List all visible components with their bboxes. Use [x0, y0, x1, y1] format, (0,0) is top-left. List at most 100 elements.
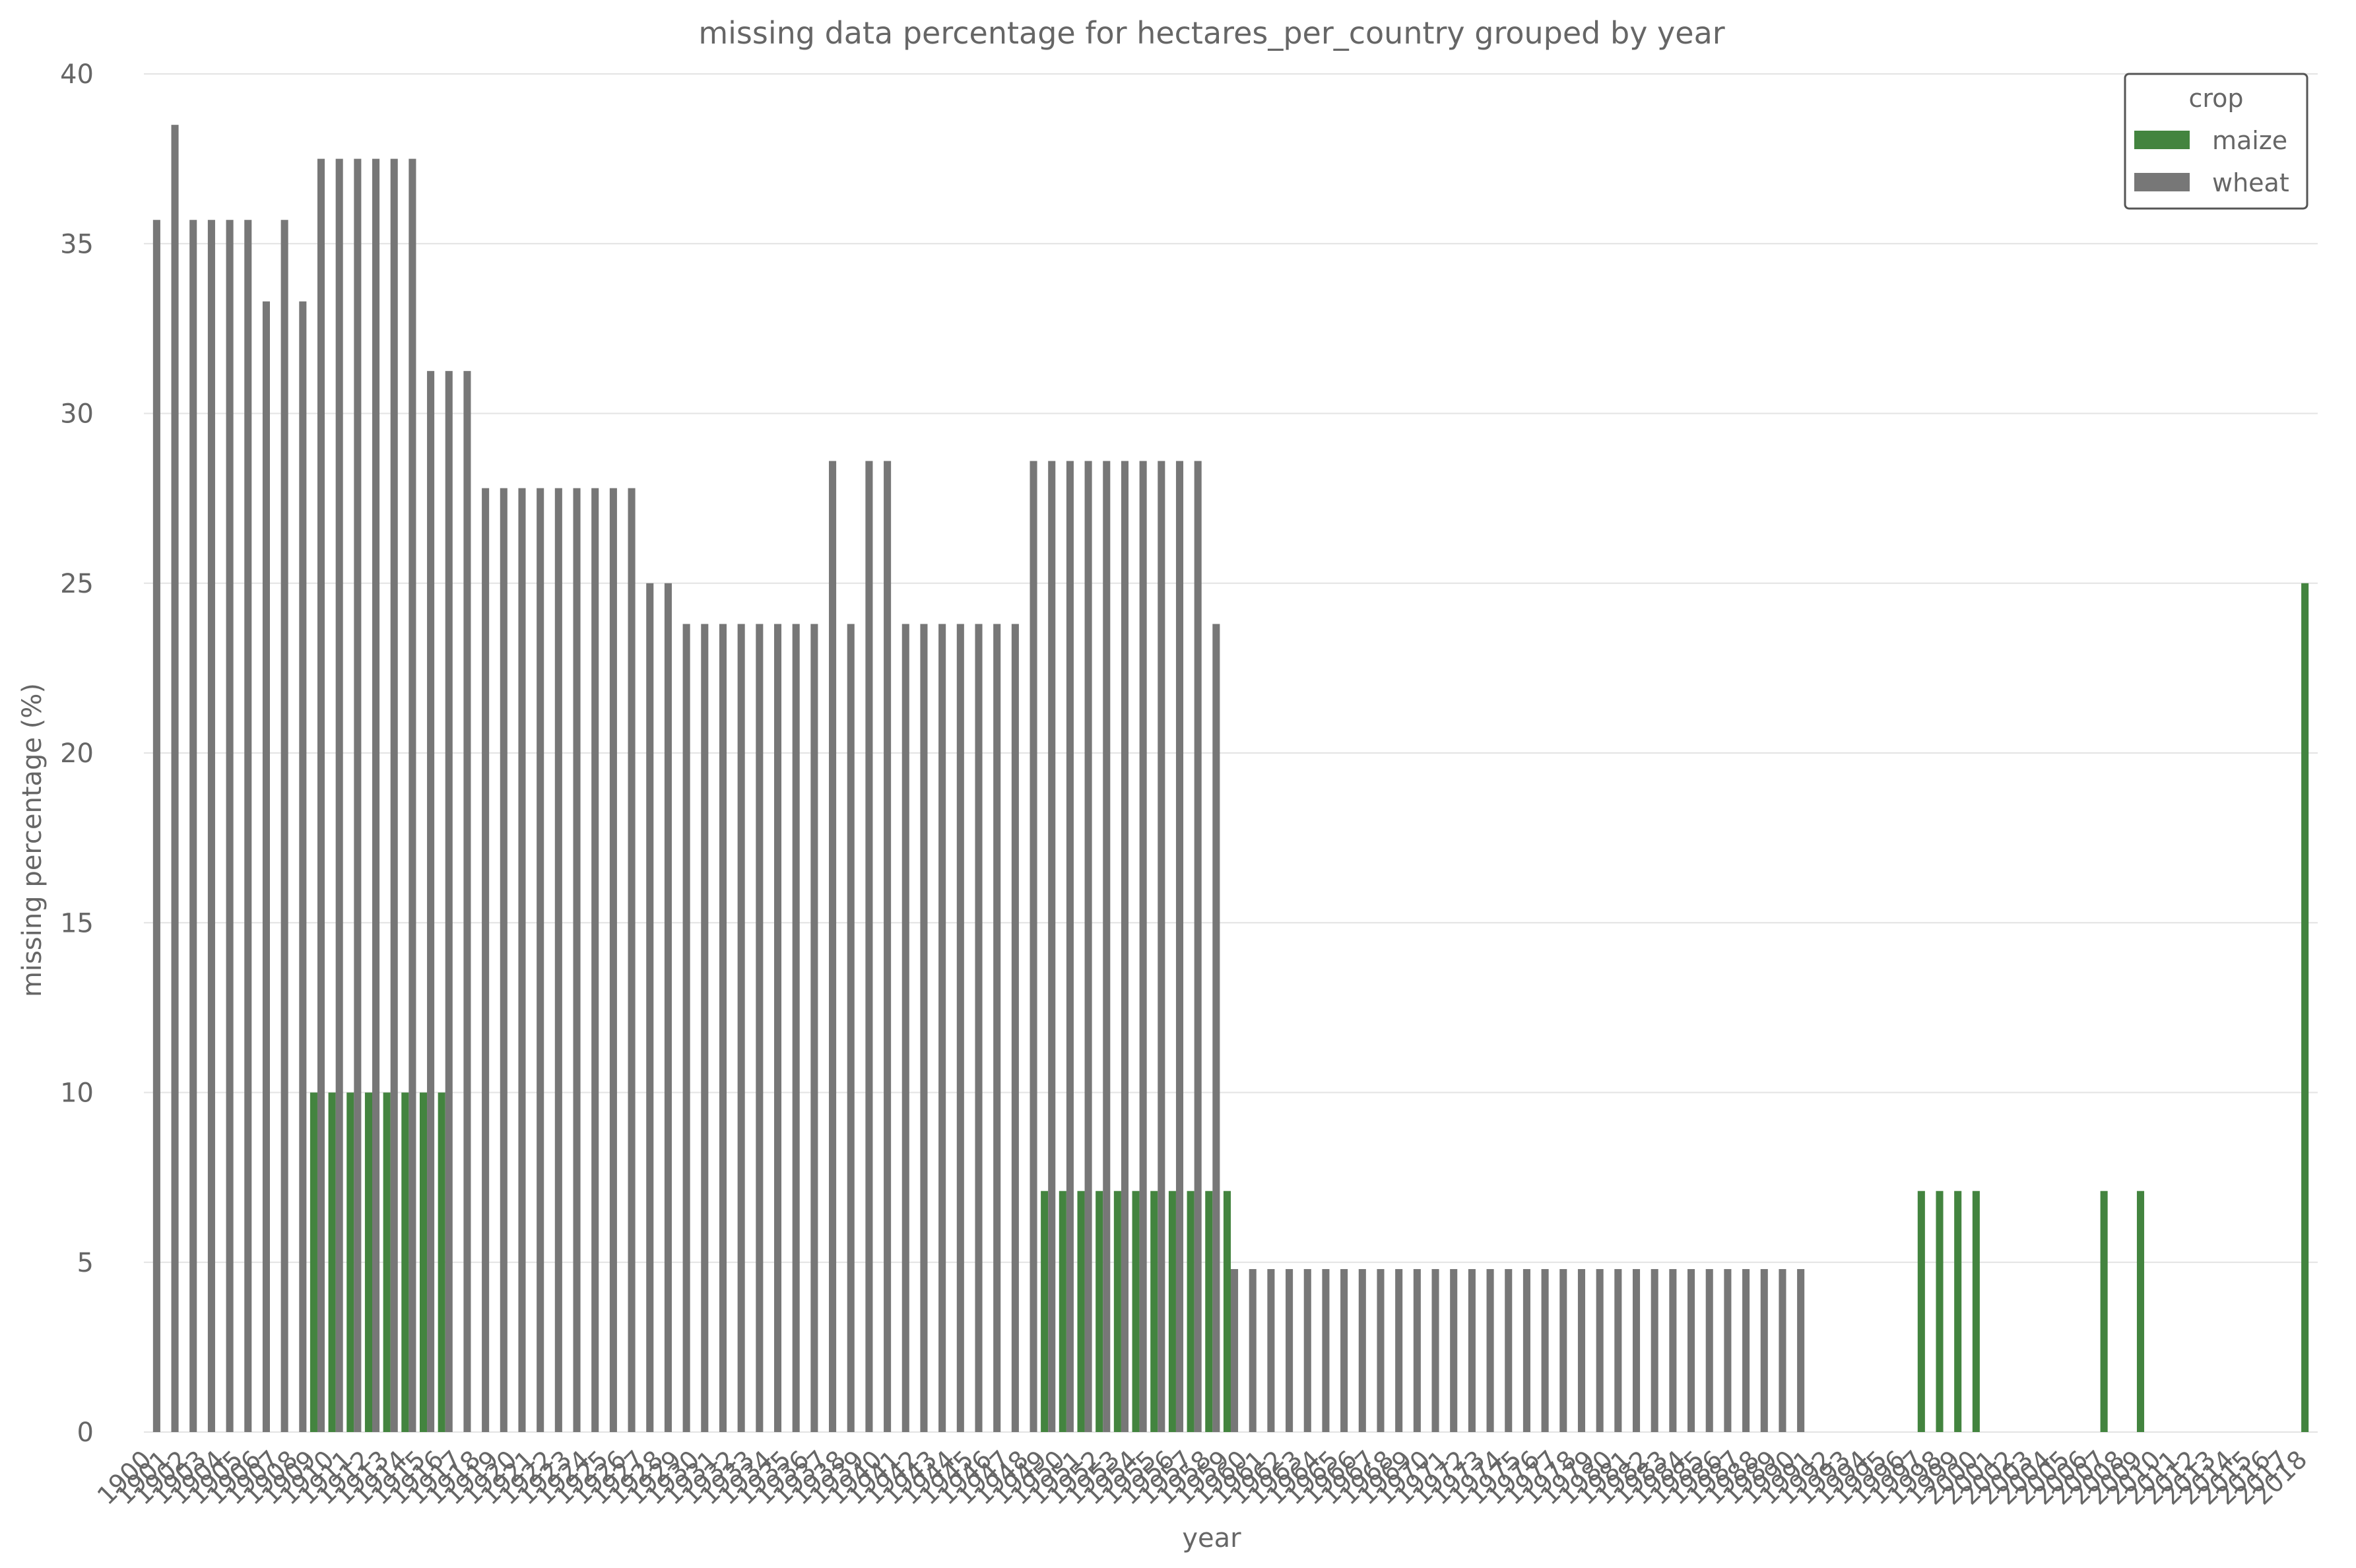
bar-wheat-1972[interactable]	[1468, 1269, 1476, 1432]
bar-wheat-1969[interactable]	[1413, 1269, 1421, 1432]
bar-wheat-1913[interactable]	[390, 158, 398, 1432]
bar-wheat-1951[interactable]	[1084, 461, 1092, 1432]
bar-wheat-1988[interactable]	[1760, 1269, 1768, 1432]
bar-wheat-1948[interactable]	[1030, 461, 1037, 1432]
bar-wheat-1904[interactable]	[226, 220, 234, 1432]
legend[interactable]: crop maize wheat	[2124, 73, 2308, 210]
bar-wheat-1926[interactable]	[628, 488, 636, 1433]
bar-wheat-1923[interactable]	[573, 488, 581, 1433]
bar-wheat-1954[interactable]	[1139, 461, 1147, 1432]
bar-maize-1959[interactable]	[1223, 1191, 1231, 1432]
bar-wheat-1978[interactable]	[1577, 1269, 1586, 1432]
bar-wheat-1912[interactable]	[372, 158, 380, 1432]
bar-wheat-1908[interactable]	[299, 301, 307, 1433]
bar-maize-1955[interactable]	[1150, 1191, 1158, 1432]
bar-wheat-1977[interactable]	[1559, 1269, 1567, 1432]
bar-wheat-1965[interactable]	[1340, 1269, 1348, 1432]
bar-maize-1997[interactable]	[1917, 1191, 1925, 1432]
bar-wheat-1915[interactable]	[427, 371, 435, 1432]
bar-wheat-1982[interactable]	[1651, 1269, 1658, 1432]
bar-wheat-1958[interactable]	[1212, 624, 1220, 1432]
bar-maize-1911[interactable]	[346, 1092, 354, 1433]
bar-wheat-1973[interactable]	[1486, 1269, 1494, 1432]
bar-wheat-1938[interactable]	[847, 624, 855, 1432]
bar-wheat-1940[interactable]	[884, 461, 892, 1432]
bar-wheat-1933[interactable]	[756, 624, 764, 1432]
bar-wheat-1981[interactable]	[1632, 1269, 1641, 1432]
bar-wheat-1945[interactable]	[975, 624, 983, 1432]
bar-wheat-1952[interactable]	[1103, 461, 1111, 1432]
bar-wheat-1906[interactable]	[262, 301, 270, 1433]
bar-wheat-1921[interactable]	[537, 488, 544, 1433]
bar-maize-1915[interactable]	[419, 1092, 428, 1433]
bar-wheat-1966[interactable]	[1358, 1269, 1366, 1432]
bar-maize-2000[interactable]	[1972, 1191, 1980, 1432]
bar-wheat-1974[interactable]	[1505, 1269, 1513, 1432]
bar-wheat-1930[interactable]	[701, 624, 709, 1432]
bar-maize-2009[interactable]	[2136, 1191, 2145, 1432]
bar-wheat-1918[interactable]	[482, 488, 490, 1433]
bar-wheat-1937[interactable]	[829, 461, 837, 1432]
bar-wheat-1959[interactable]	[1231, 1269, 1239, 1432]
bar-wheat-1955[interactable]	[1158, 461, 1165, 1432]
bar-wheat-1936[interactable]	[810, 624, 818, 1432]
bar-wheat-1927[interactable]	[646, 583, 654, 1432]
bar-maize-1913[interactable]	[383, 1092, 391, 1433]
bar-wheat-1975[interactable]	[1522, 1269, 1530, 1432]
bar-maize-1958[interactable]	[1205, 1191, 1213, 1432]
bar-wheat-1941[interactable]	[901, 624, 909, 1432]
bar-wheat-1939[interactable]	[865, 461, 873, 1432]
legend-label-wheat[interactable]: wheat	[2212, 168, 2289, 197]
bar-wheat-1901[interactable]	[171, 125, 179, 1432]
bar-wheat-1932[interactable]	[737, 624, 745, 1432]
bar-wheat-1900[interactable]	[152, 220, 160, 1432]
bar-wheat-1976[interactable]	[1541, 1269, 1549, 1432]
bar-wheat-1957[interactable]	[1194, 461, 1202, 1432]
bar-maize-1912[interactable]	[364, 1092, 373, 1433]
bar-wheat-1989[interactable]	[1779, 1269, 1786, 1432]
bar-wheat-1909[interactable]	[317, 158, 325, 1432]
bar-wheat-1960[interactable]	[1249, 1269, 1257, 1432]
bar-wheat-1962[interactable]	[1286, 1269, 1293, 1432]
bar-maize-2007[interactable]	[2100, 1191, 2108, 1432]
bar-wheat-1968[interactable]	[1395, 1269, 1403, 1432]
bar-wheat-1935[interactable]	[792, 624, 800, 1432]
bar-wheat-1928[interactable]	[664, 583, 672, 1432]
bar-wheat-1985[interactable]	[1705, 1269, 1713, 1432]
bar-wheat-1903[interactable]	[207, 220, 215, 1432]
bar-wheat-1910[interactable]	[335, 158, 343, 1432]
bar-wheat-1925[interactable]	[609, 488, 617, 1433]
bar-wheat-1961[interactable]	[1267, 1269, 1275, 1432]
bar-maize-1957[interactable]	[1187, 1191, 1194, 1432]
legend-label-maize[interactable]: maize	[2212, 126, 2287, 155]
bar-maize-1954[interactable]	[1132, 1191, 1140, 1432]
bar-wheat-1956[interactable]	[1175, 461, 1184, 1432]
bar-wheat-1971[interactable]	[1450, 1269, 1458, 1432]
bar-wheat-1986[interactable]	[1724, 1269, 1732, 1432]
bar-maize-1998[interactable]	[1936, 1191, 1944, 1432]
bar-wheat-1953[interactable]	[1121, 461, 1129, 1432]
bar-wheat-1967[interactable]	[1377, 1269, 1385, 1432]
bar-maize-2018[interactable]	[2301, 583, 2309, 1432]
bar-wheat-1990[interactable]	[1797, 1269, 1805, 1432]
bar-maize-1950[interactable]	[1059, 1191, 1066, 1432]
bar-maize-1909[interactable]	[310, 1092, 317, 1433]
bar-maize-1956[interactable]	[1168, 1191, 1176, 1432]
bar-wheat-1919[interactable]	[500, 488, 507, 1433]
bar-wheat-1905[interactable]	[244, 220, 252, 1432]
bar-wheat-1963[interactable]	[1303, 1269, 1311, 1432]
bar-wheat-1983[interactable]	[1669, 1269, 1677, 1432]
bar-wheat-1984[interactable]	[1687, 1269, 1695, 1432]
bar-wheat-1947[interactable]	[1011, 624, 1019, 1432]
bar-wheat-1979[interactable]	[1596, 1269, 1604, 1432]
bar-wheat-1964[interactable]	[1322, 1269, 1330, 1432]
bar-maize-1953[interactable]	[1113, 1191, 1121, 1432]
bar-wheat-1980[interactable]	[1614, 1269, 1622, 1432]
bar-wheat-1942[interactable]	[920, 624, 928, 1432]
bar-maize-1949[interactable]	[1041, 1191, 1049, 1432]
bar-wheat-1950[interactable]	[1066, 461, 1074, 1432]
bar-wheat-1920[interactable]	[518, 488, 526, 1433]
bar-wheat-1931[interactable]	[719, 624, 727, 1432]
bar-wheat-1907[interactable]	[280, 220, 288, 1432]
bar-wheat-1970[interactable]	[1431, 1269, 1439, 1432]
